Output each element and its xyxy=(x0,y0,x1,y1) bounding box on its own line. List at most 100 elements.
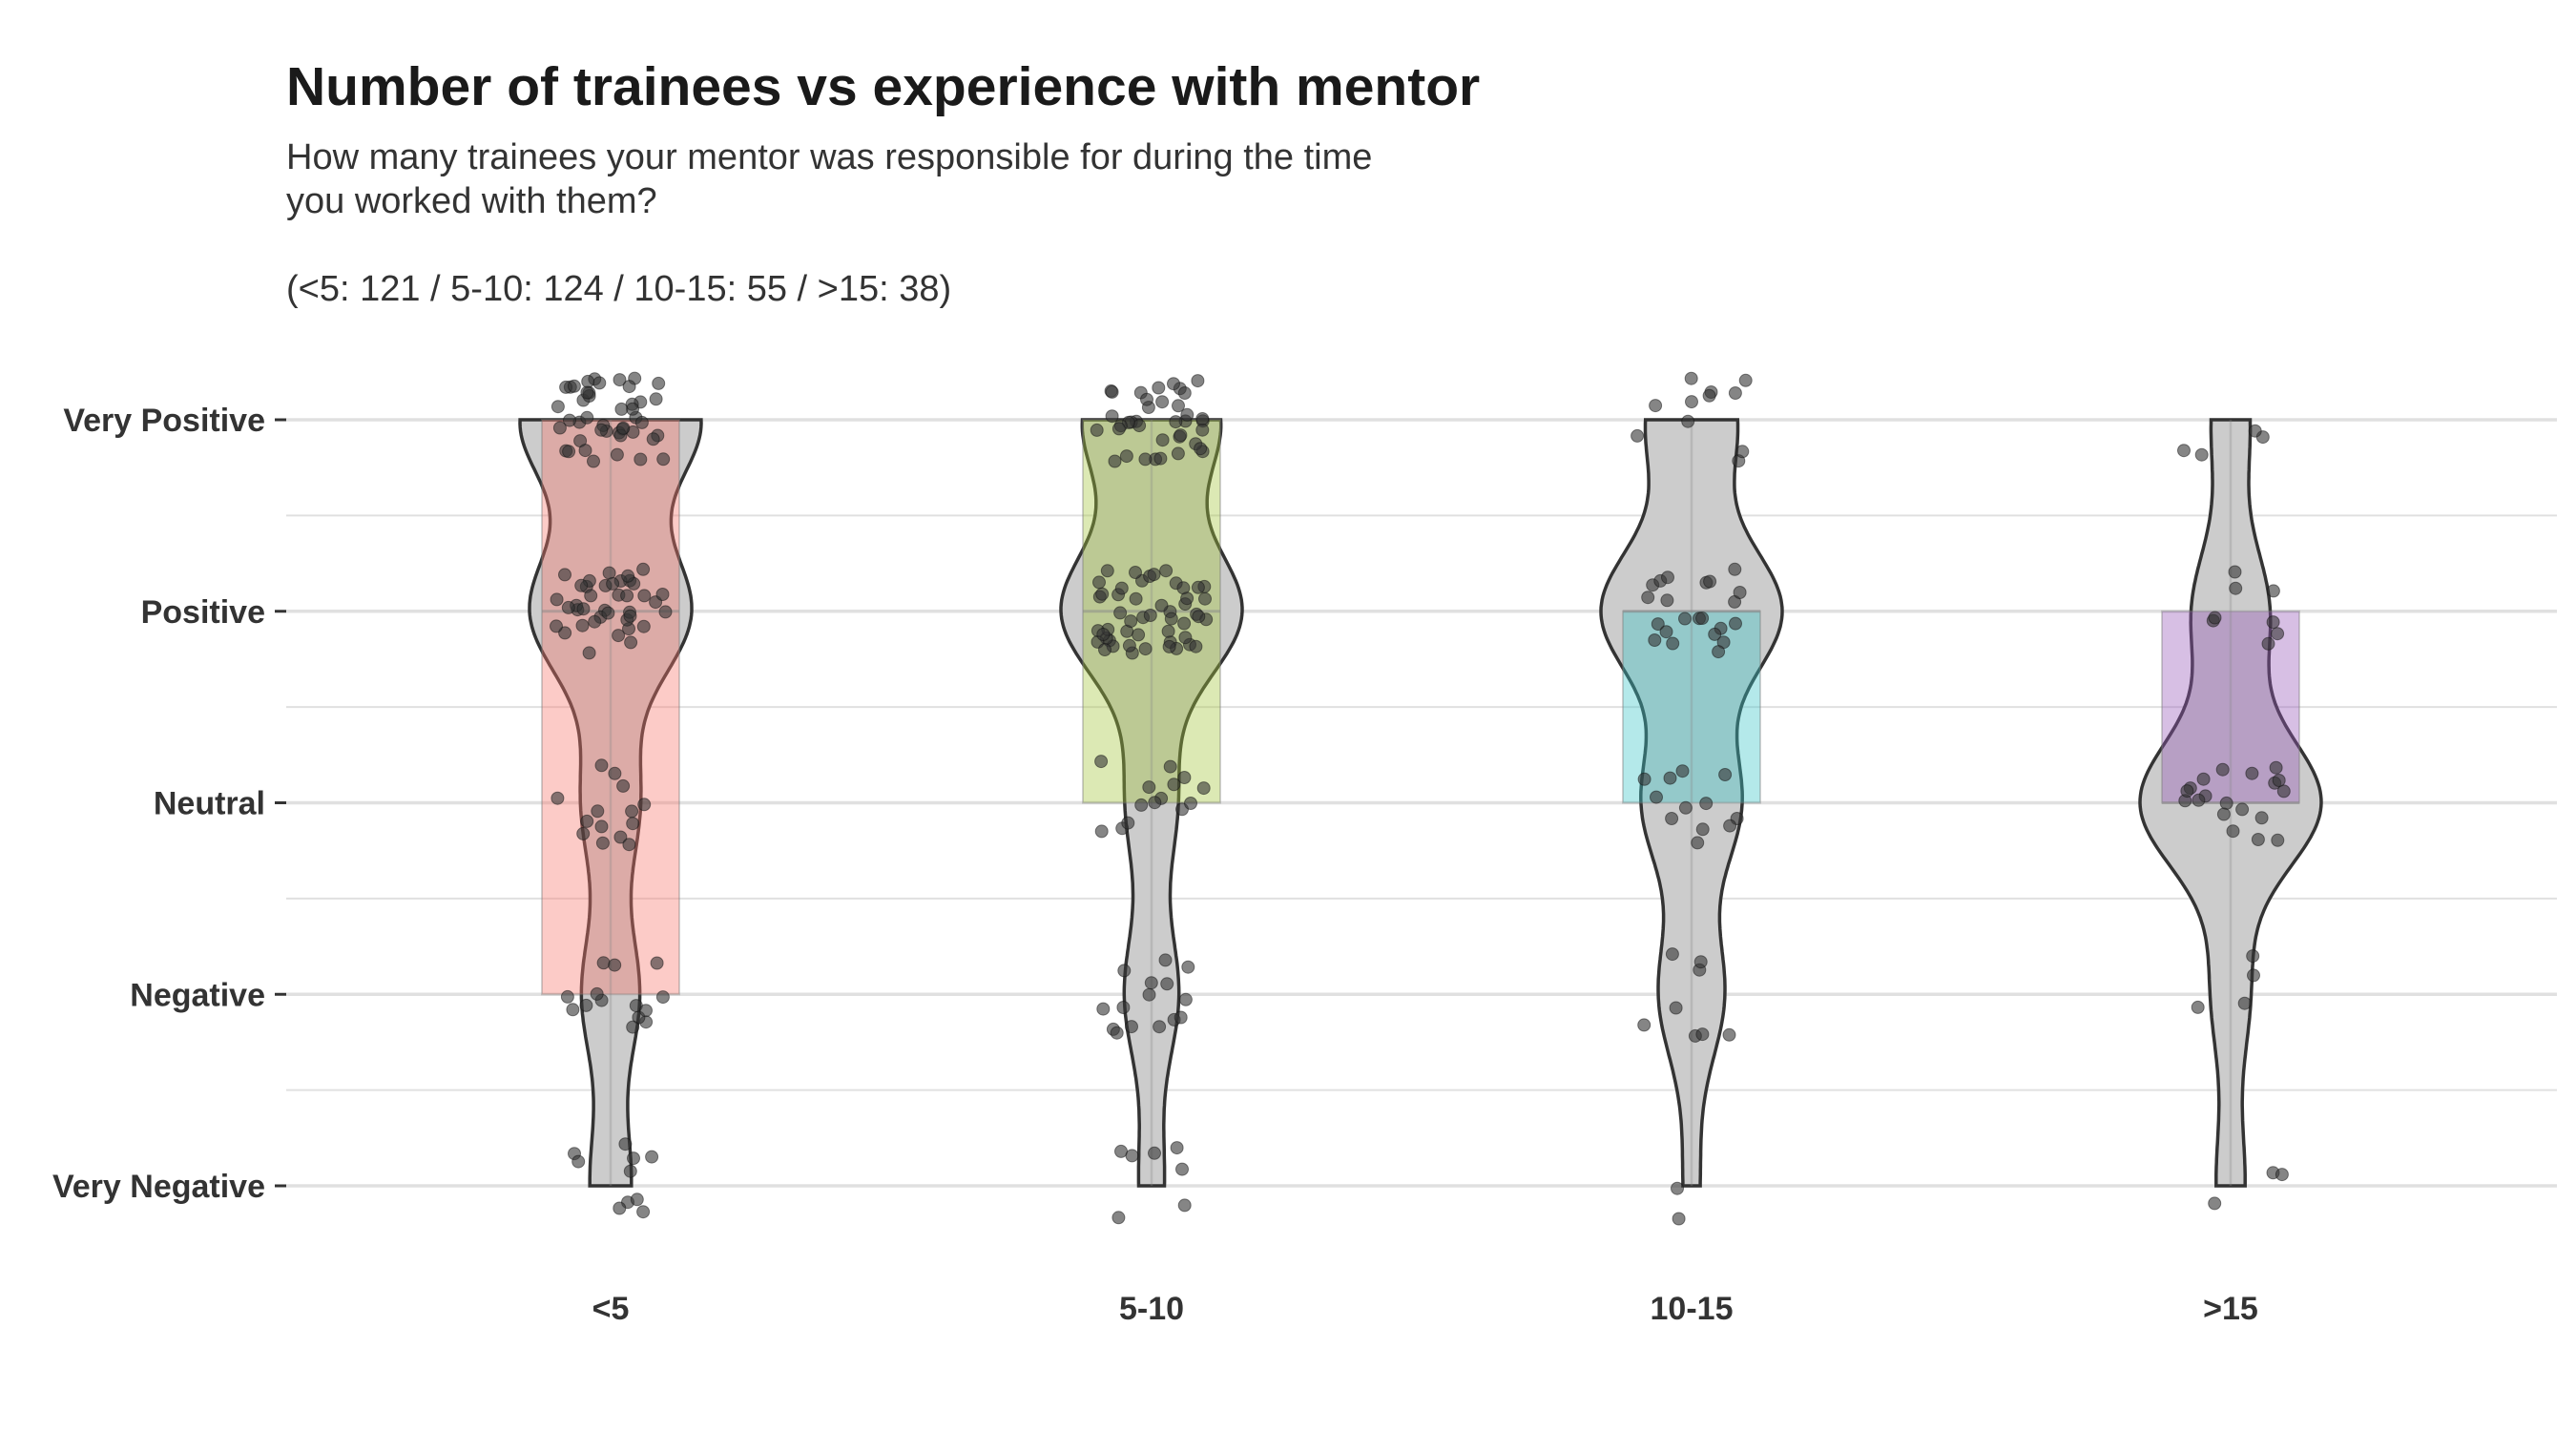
data-point xyxy=(1675,764,1690,778)
data-point xyxy=(1191,580,1205,594)
data-point xyxy=(1718,768,1733,781)
data-point xyxy=(1138,642,1153,656)
data-point xyxy=(655,990,670,1005)
data-point xyxy=(658,605,673,619)
data-point xyxy=(636,619,651,633)
data-point xyxy=(590,986,604,1001)
box->15 xyxy=(2161,610,2300,804)
data-point xyxy=(652,376,666,390)
data-point xyxy=(2246,949,2260,964)
data-point xyxy=(550,619,563,633)
data-point xyxy=(1195,423,1210,437)
data-point xyxy=(1143,609,1157,622)
data-point xyxy=(1661,570,1674,585)
data-point xyxy=(634,452,648,467)
data-point xyxy=(1180,591,1195,606)
data-point xyxy=(1660,593,1674,608)
data-point xyxy=(1162,639,1176,653)
data-point xyxy=(613,1201,627,1215)
chart-subtitle: How many trainees your mentor was respon… xyxy=(286,137,1373,309)
data-point xyxy=(2216,807,2231,821)
data-point xyxy=(1095,587,1110,601)
data-point xyxy=(2196,772,2211,786)
data-point xyxy=(2248,424,2262,438)
data-point xyxy=(1147,568,1161,582)
data-point xyxy=(1113,606,1128,620)
data-point xyxy=(1191,374,1205,388)
data-point xyxy=(1702,388,1716,403)
data-point xyxy=(613,373,627,387)
data-point xyxy=(1178,992,1193,1006)
data-point xyxy=(2276,784,2291,798)
data-point xyxy=(2237,996,2252,1010)
data-point xyxy=(1650,790,1663,804)
data-point xyxy=(625,804,639,819)
y-tick-label: Very Negative xyxy=(52,1169,265,1205)
data-point xyxy=(595,836,610,850)
data-point xyxy=(1695,1027,1710,1042)
data-point xyxy=(1161,624,1175,638)
data-point xyxy=(649,392,663,406)
data-point xyxy=(1132,628,1146,642)
data-point xyxy=(2271,627,2285,641)
data-point xyxy=(2261,636,2275,651)
data-point xyxy=(1192,610,1206,624)
data-point xyxy=(1666,636,1680,651)
data-point xyxy=(626,1020,640,1034)
x-tick-label: 5-10 xyxy=(1119,1291,1184,1327)
data-point xyxy=(1129,591,1143,606)
data-point xyxy=(1121,816,1135,830)
data-point xyxy=(2247,968,2260,983)
y-tick-label: Very Positive xyxy=(63,403,265,439)
data-point xyxy=(608,766,622,780)
data-point xyxy=(1196,781,1211,796)
data-point xyxy=(1092,575,1106,590)
data-point xyxy=(2269,760,2283,775)
data-point xyxy=(596,956,611,970)
data-point xyxy=(580,410,594,425)
data-point xyxy=(550,592,564,607)
data-point xyxy=(646,432,660,446)
data-point xyxy=(2219,796,2233,810)
data-point xyxy=(616,421,631,435)
data-point xyxy=(1142,780,1156,795)
data-point xyxy=(645,1150,659,1164)
data-point xyxy=(1167,778,1181,792)
data-point xyxy=(1163,759,1177,774)
data-point xyxy=(576,602,591,616)
x-tick-label: 10-15 xyxy=(1651,1291,1734,1327)
data-point xyxy=(1170,1141,1184,1155)
data-point xyxy=(1189,639,1203,653)
data-point xyxy=(2180,784,2194,798)
data-point xyxy=(1094,755,1109,769)
data-point xyxy=(1180,407,1195,422)
data-point xyxy=(1649,399,1663,413)
data-point xyxy=(582,646,596,660)
data-point xyxy=(1691,836,1705,850)
data-point xyxy=(1708,627,1722,641)
data-point xyxy=(1122,638,1136,653)
data-point xyxy=(584,589,598,603)
data-point xyxy=(1195,412,1210,425)
y-tick-label: Neutral xyxy=(154,786,265,822)
data-point xyxy=(1738,373,1753,387)
data-point xyxy=(1124,614,1138,629)
data-point xyxy=(1125,1149,1139,1163)
data-point xyxy=(1129,566,1142,579)
data-point xyxy=(656,452,671,467)
chart-title: Number of trainees vs experience with me… xyxy=(286,56,1481,117)
axes: Very Negative Negative Neutral Positive Very… xyxy=(52,403,2258,1327)
data-point xyxy=(2226,824,2240,839)
data-point xyxy=(2254,811,2269,825)
data-point xyxy=(2194,447,2209,462)
data-point xyxy=(1712,645,1726,659)
data-point xyxy=(1152,381,1166,395)
data-point xyxy=(1178,631,1193,645)
data-point xyxy=(2266,615,2280,630)
data-point xyxy=(567,379,581,393)
data-point xyxy=(1663,771,1677,785)
data-point xyxy=(560,989,574,1004)
data-point xyxy=(1669,1001,1683,1015)
data-point xyxy=(1148,1146,1161,1160)
